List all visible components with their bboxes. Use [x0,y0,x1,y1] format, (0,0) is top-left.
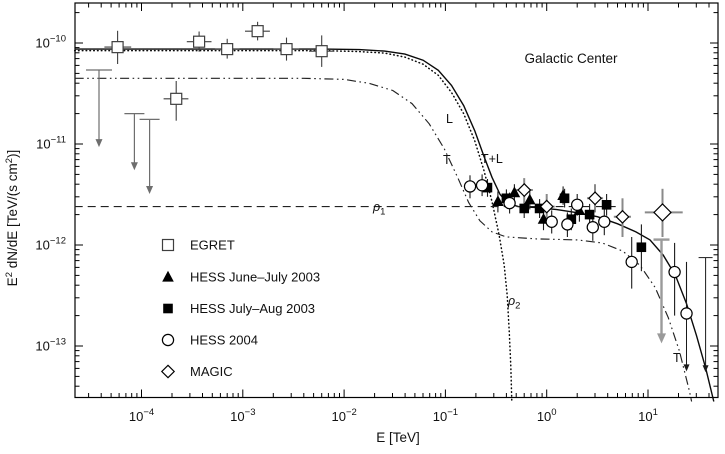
curve-label: L [446,112,453,126]
open-circle-marker [561,218,574,231]
arrowhead-icon [683,364,690,372]
y-tick-label: 10−10 [35,33,66,50]
plot-frame [74,2,719,399]
legend-label: HESS June–July 2003 [190,270,320,285]
arrowhead-icon [657,333,667,344]
curve-label: ρ2 [507,294,520,312]
open-diamond-marker [615,209,630,224]
filled-square-marker [534,203,545,214]
upper-limit-arrow [86,69,112,148]
chart-content: 10−4 10−3 10−2 10−1 100 10110−1010−1110−1210−… [4,2,719,424]
open-square-marker [221,43,234,56]
legend-item: HESS 2004 [161,333,258,348]
curve-labels: L T T+L ρ1 ρ2 T [372,112,681,365]
curve-label: T+L [481,152,503,166]
series-hess-2004 [463,179,693,320]
open-circle-marker [161,333,175,347]
open-square-marker [280,43,293,56]
open-diamond-marker [587,191,603,206]
region-label: Galactic Center [524,51,618,66]
open-square-marker [251,25,264,38]
x-tick-label: 10−3 [230,407,255,424]
open-circle-marker [571,198,584,212]
open-diamond-marker [160,364,176,379]
filled-square-marker [559,193,570,204]
curve-t [74,77,693,402]
open-circle-marker [545,215,558,228]
y-tick-label: 10−11 [36,134,66,151]
open-circle-marker [475,179,489,192]
curve-label: T [443,153,451,167]
upper-limit-arrow [698,257,713,373]
upper-limit-arrow [139,118,160,194]
legend-label: MAGIC [190,364,233,379]
legend-label: EGRET [190,238,235,253]
upper-limit-arrow [683,313,690,372]
open-circle-marker [668,265,681,279]
curve-l [73,49,513,403]
legend-item: HESS June–July 2003 [162,270,320,285]
y-tick-label: 10−12 [35,235,66,252]
legend-item: EGRET [161,238,235,253]
curve-label: ρ1 [372,200,385,218]
arrowhead-icon [95,139,103,148]
x-axis-title: E [TeV] [376,430,420,445]
open-circle-marker [463,180,477,193]
legend-item: MAGIC [160,364,233,379]
arrowhead-icon [130,162,138,171]
open-square-marker [161,238,175,252]
filled-square-marker [566,214,577,225]
filled-triangle-marker [523,193,536,205]
y-axis-title: E2​ dN/dE [TeV/(s cm2​)] [4,150,20,287]
filled-triangle-marker [492,195,504,207]
series-magic [517,182,672,224]
axes [74,2,719,399]
curve-label: T [673,351,681,365]
arrowhead-icon [702,365,709,373]
open-diamond-marker [517,182,532,198]
open-diamond-marker [653,203,672,222]
open-square-marker [111,41,124,54]
legend-label: HESS 2004 [190,333,258,348]
legend: EGRET HESS June–July 2003 HESS July–Aug 20… [160,238,320,379]
filled-square-marker [601,200,612,210]
x-tick-labels: 10−4 10−3 10−2 10−1 100 101 [129,407,658,424]
filled-triangle-marker [162,270,174,282]
filled-square-marker [636,242,647,253]
x-tick-label: 101 [638,407,658,424]
arrowhead-icon [146,185,154,194]
filled-square-marker [584,209,595,220]
upper-limit-arrow [653,238,670,344]
open-square-marker [315,45,328,58]
open-square-marker [170,92,183,105]
open-circle-marker [503,196,516,210]
y-tick-labels: 10−10 10−11 10−12 10−13 [35,33,66,353]
y-tick-label: 10−13 [35,336,66,353]
x-tick-label: 100 [537,407,557,424]
upper-limit-arrow [124,112,145,171]
legend-item: HESS July–Aug 2003 [163,301,315,316]
upper-limits [86,69,713,373]
open-circle-marker [625,255,638,269]
filled-square-marker [163,303,173,314]
open-circle-marker [586,221,599,234]
x-tick-label: 10−1 [433,407,458,424]
filled-square-marker [519,203,530,214]
open-circle-marker [680,307,693,320]
open-diamond-marker [539,199,554,214]
series-egret [111,25,328,105]
x-tick-label: 10−2 [331,407,356,424]
legend-label: HESS July–Aug 2003 [190,301,315,316]
open-square-marker [193,35,206,48]
filled-triangle-marker [508,186,521,198]
open-circle-marker [598,215,611,228]
x-tick-label: 10−4 [129,407,154,424]
